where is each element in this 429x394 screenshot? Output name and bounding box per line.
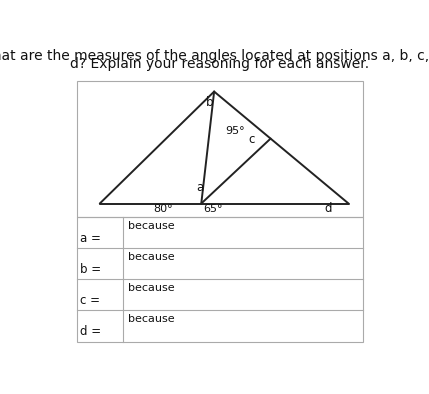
Text: d: d — [325, 203, 332, 216]
Text: because: because — [128, 314, 175, 324]
Text: c =: c = — [80, 294, 100, 307]
Text: d? Explain your reasoning for each answer.: d? Explain your reasoning for each answe… — [70, 57, 369, 71]
Text: What are the measures of the angles located at positions a, b, c, and: What are the measures of the angles loca… — [0, 49, 429, 63]
Text: because: because — [128, 283, 175, 293]
Text: because: because — [128, 221, 175, 231]
Text: 95°: 95° — [226, 126, 245, 136]
Text: b: b — [206, 96, 214, 109]
Text: a: a — [196, 180, 203, 193]
Text: d =: d = — [80, 325, 101, 338]
Text: 65°: 65° — [203, 204, 223, 214]
Text: c: c — [248, 133, 255, 146]
Text: because: because — [128, 252, 175, 262]
Text: b =: b = — [80, 263, 101, 276]
Text: 80°: 80° — [153, 204, 172, 214]
Text: a =: a = — [80, 232, 101, 245]
